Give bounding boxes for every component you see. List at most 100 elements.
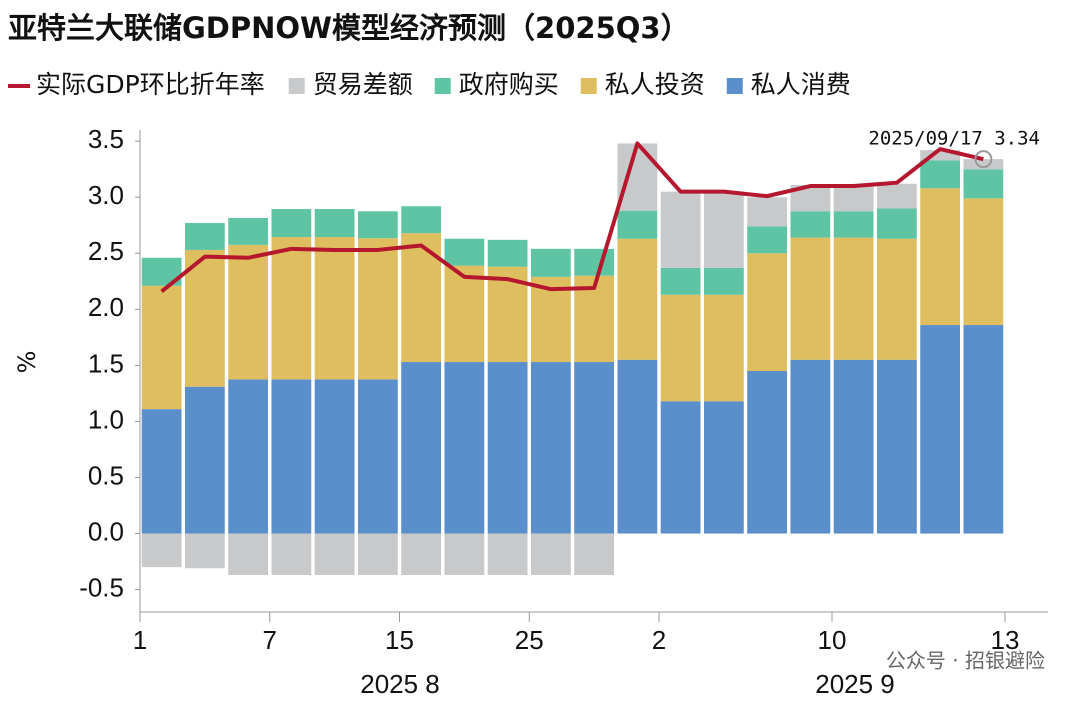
bar-segment xyxy=(876,208,917,239)
bar-segment xyxy=(444,362,485,534)
bar-segment xyxy=(790,359,831,534)
bar-segment xyxy=(833,184,874,212)
bar-segment xyxy=(184,386,225,534)
legend-label: 政府购买 xyxy=(459,70,559,99)
y-tick-label: 2.0 xyxy=(88,292,124,322)
bar-segment xyxy=(184,223,225,250)
x-group-label: 2025 9 xyxy=(815,669,895,699)
bar-segment xyxy=(574,533,615,576)
bar-segment xyxy=(703,191,744,268)
y-tick-label: 2.5 xyxy=(88,236,124,266)
bar-segment xyxy=(920,188,961,326)
bar-segment xyxy=(703,401,744,534)
x-tick-label: 1 xyxy=(133,625,147,655)
bar-segment xyxy=(747,253,788,371)
legend-label: 实际GDP环比折年率 xyxy=(36,70,265,99)
bar-segment xyxy=(660,267,701,295)
legend-swatch xyxy=(288,78,305,94)
bar-segment xyxy=(574,362,615,534)
bar-segment xyxy=(487,239,528,267)
y-tick-label: 3.0 xyxy=(88,180,124,210)
bar-segment xyxy=(660,401,701,534)
bar-segment xyxy=(617,359,658,534)
bar-segment xyxy=(487,533,528,576)
bar-segment xyxy=(530,533,571,576)
bar-segment xyxy=(314,379,355,534)
bar-segment xyxy=(660,191,701,268)
bar-segment xyxy=(660,294,701,402)
bar-segment xyxy=(314,237,355,380)
bar-segment xyxy=(228,217,269,245)
bar-segment xyxy=(357,238,398,380)
bar-segment xyxy=(747,197,788,227)
watermark: 公众号 · 招银避险 xyxy=(886,649,1045,673)
x-tick-label: 7 xyxy=(263,625,277,655)
x-tick-label: 25 xyxy=(515,625,544,655)
bar-segment xyxy=(228,379,269,534)
bar-segment xyxy=(444,238,485,266)
y-axis-label: % xyxy=(13,351,41,374)
y-tick-label: 1.0 xyxy=(88,404,124,434)
bar-segment xyxy=(401,533,442,576)
legend-label: 私人消费 xyxy=(751,70,851,99)
annotation: 2025/09/17 3.34 xyxy=(868,128,1040,150)
bar-segment xyxy=(617,143,658,211)
bar-segment xyxy=(271,533,312,576)
bar-segment xyxy=(401,362,442,534)
bar-segment xyxy=(876,183,917,209)
bar-segment xyxy=(141,409,182,534)
y-tick-label: -0.5 xyxy=(79,572,124,602)
legend-swatch xyxy=(434,78,451,94)
x-tick-label: 10 xyxy=(818,625,847,655)
bar-segment xyxy=(963,159,1004,170)
bar-segment xyxy=(617,210,658,239)
bar-segment xyxy=(963,169,1004,199)
bar-segment xyxy=(963,325,1004,534)
y-tick-label: 1.5 xyxy=(88,348,124,378)
bar-segment xyxy=(401,233,442,363)
bar-segment xyxy=(747,226,788,254)
bar-segment xyxy=(574,248,615,276)
bar-segment xyxy=(271,379,312,534)
bar-segment xyxy=(833,359,874,534)
bar-segment xyxy=(228,533,269,576)
bar-segment xyxy=(703,267,744,295)
bar-segment xyxy=(357,533,398,576)
bar-segment xyxy=(228,244,269,380)
bar-segment xyxy=(833,237,874,360)
bar-segment xyxy=(401,206,442,234)
bar-segment xyxy=(833,211,874,238)
y-tick-label: 0.5 xyxy=(88,460,124,490)
y-tick-label: 3.5 xyxy=(88,124,124,154)
bar-segment xyxy=(271,237,312,380)
bar-segment xyxy=(703,294,744,402)
bar-segment xyxy=(141,533,182,568)
bar-segment xyxy=(357,379,398,534)
bar-segment xyxy=(487,362,528,534)
x-tick-label: 15 xyxy=(385,625,414,655)
bar-segment xyxy=(444,533,485,576)
x-tick-label: 13 xyxy=(991,625,1020,655)
highlight-marker xyxy=(974,150,993,169)
bar-segment xyxy=(314,533,355,576)
bar-segment xyxy=(963,198,1004,326)
bar-segment xyxy=(617,238,658,360)
bar-segment xyxy=(271,209,312,238)
legend-swatch xyxy=(726,78,743,94)
bar-segment xyxy=(920,150,961,161)
bar-segment xyxy=(184,249,225,387)
bar-segment xyxy=(444,265,485,363)
legend-label: 私人投资 xyxy=(605,70,705,99)
bar-segment xyxy=(530,362,571,534)
bar-segment xyxy=(790,237,831,360)
bar-segment xyxy=(184,533,225,569)
bar-segment xyxy=(790,211,831,238)
legend-label: 贸易差额 xyxy=(313,70,413,99)
bar-segment xyxy=(141,285,182,410)
bar-segment xyxy=(530,248,571,277)
line-series xyxy=(160,141,984,293)
bar-segment xyxy=(920,160,961,189)
y-tick-label: 0.0 xyxy=(88,516,124,546)
bar-segment xyxy=(876,359,917,534)
